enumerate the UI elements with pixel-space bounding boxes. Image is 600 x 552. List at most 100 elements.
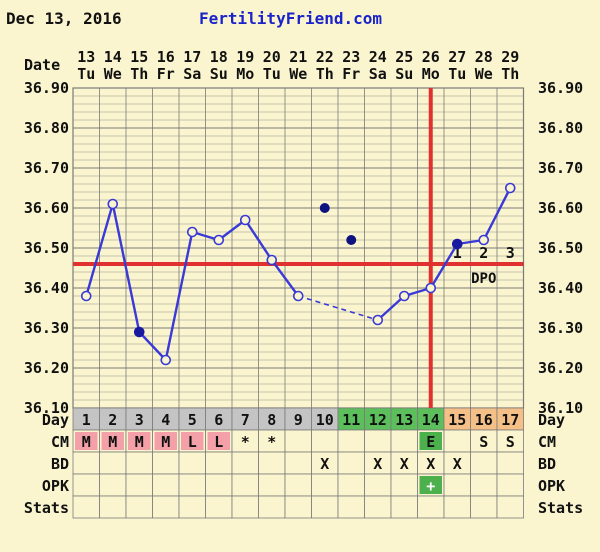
opk-cell <box>72 473 100 497</box>
opk-cell <box>390 473 418 497</box>
y-tick-right: 36.90 <box>538 79 583 97</box>
temp-point <box>160 354 172 366</box>
weekday-tick: Su <box>395 65 413 83</box>
cycle-day: 12 <box>369 411 387 429</box>
temp-segment <box>482 187 512 241</box>
opk-cell <box>258 473 286 497</box>
temp-segment <box>218 219 246 241</box>
y-tick-left: 36.90 <box>24 79 69 97</box>
opk-cell <box>125 473 153 497</box>
stats-cell <box>470 495 498 519</box>
temp-segment <box>85 203 114 297</box>
temp-point <box>504 182 516 194</box>
cycle-day: 17 <box>501 411 519 429</box>
weekday-tick: Su <box>210 65 228 83</box>
stats-row-label: Stats <box>24 499 69 517</box>
temp-point <box>478 234 490 246</box>
weekday-tick: Th <box>501 65 519 83</box>
cm-value: S <box>506 433 515 451</box>
temperature-lines <box>73 88 524 408</box>
cm-cell <box>390 429 418 453</box>
y-tick-left: 36.50 <box>24 239 69 257</box>
grid <box>72 87 525 518</box>
date-tick: 16 <box>157 48 175 66</box>
temp-point <box>213 234 225 246</box>
cm-value: L <box>188 433 197 451</box>
temp-point-filled <box>133 326 145 338</box>
opk-row-label-right: OPK <box>538 477 565 495</box>
stats-cell <box>311 495 339 519</box>
cm-value: M <box>82 433 91 451</box>
temp-segment <box>376 295 406 321</box>
weekday-tick: Sa <box>369 65 387 83</box>
cm-cell <box>364 429 392 453</box>
y-tick-left: 36.70 <box>24 159 69 177</box>
y-tick-left: 36.20 <box>24 359 69 377</box>
weekday-tick: Fr <box>342 65 360 83</box>
bd-mark: X <box>320 455 329 473</box>
weekday-tick: Sa <box>183 65 201 83</box>
date-tick: 15 <box>130 48 148 66</box>
opk-cell <box>99 473 127 497</box>
bd-mark: X <box>373 455 382 473</box>
temp-segment-gap <box>298 295 378 321</box>
weekday-tick: Tu <box>263 65 281 83</box>
opk-cell <box>443 473 471 497</box>
date-tick: 24 <box>369 48 387 66</box>
opk-cell <box>311 473 339 497</box>
stats-row-label-right: Stats <box>538 499 583 517</box>
weekday-tick: Mo <box>236 65 254 83</box>
cycle-day: 15 <box>448 411 466 429</box>
bd-cell <box>72 451 100 475</box>
cycle-day: 11 <box>342 411 360 429</box>
temp-point <box>425 282 437 294</box>
cm-badge <box>101 432 124 450</box>
cycle-day: 14 <box>422 411 440 429</box>
cycle-day: 10 <box>316 411 334 429</box>
cycle-day: 8 <box>267 411 276 429</box>
chart-date: Dec 13, 2016 <box>6 9 122 28</box>
stats-cell <box>417 495 445 519</box>
dpo-number: 3 <box>506 244 515 262</box>
brand-link[interactable]: FertilityFriend.com <box>199 9 382 28</box>
dpo-number: 1 <box>453 244 462 262</box>
stats-cell <box>231 495 259 519</box>
weekday-tick: We <box>104 65 122 83</box>
date-tick: 21 <box>289 48 307 66</box>
discarded-temp-point <box>346 235 357 245</box>
temp-segment <box>244 219 273 261</box>
opk-cell <box>470 473 498 497</box>
opk-cell <box>205 473 233 497</box>
date-tick: 18 <box>210 48 228 66</box>
cm-value: L <box>214 433 223 451</box>
bd-row-label: BD <box>51 455 69 473</box>
stats-cell <box>390 495 418 519</box>
weekday-tick: Th <box>130 65 148 83</box>
cycle-day: 2 <box>108 411 117 429</box>
cm-badge <box>154 432 177 450</box>
bd-cell <box>205 451 233 475</box>
cycle-day: 13 <box>395 411 413 429</box>
y-tick-right: 36.70 <box>538 159 583 177</box>
opk-row-label: OPK <box>42 477 69 495</box>
y-tick-left: 36.30 <box>24 319 69 337</box>
bd-cell <box>470 451 498 475</box>
cm-value: * <box>241 433 250 451</box>
temp-point <box>80 290 92 302</box>
date-tick: 20 <box>263 48 281 66</box>
cm-value: * <box>267 433 276 451</box>
stats-cell <box>125 495 153 519</box>
opk-value: + <box>426 477 435 495</box>
bd-mark: X <box>426 455 435 473</box>
cm-badge <box>181 432 204 450</box>
stats-cell <box>205 495 233 519</box>
cycle-day: 7 <box>241 411 250 429</box>
cm-cell <box>284 429 312 453</box>
date-tick: 29 <box>501 48 519 66</box>
y-tick-left: 36.80 <box>24 119 69 137</box>
stats-cell <box>443 495 471 519</box>
bd-mark: X <box>400 455 409 473</box>
cm-badge <box>128 432 151 450</box>
weekday-tick: We <box>475 65 493 83</box>
